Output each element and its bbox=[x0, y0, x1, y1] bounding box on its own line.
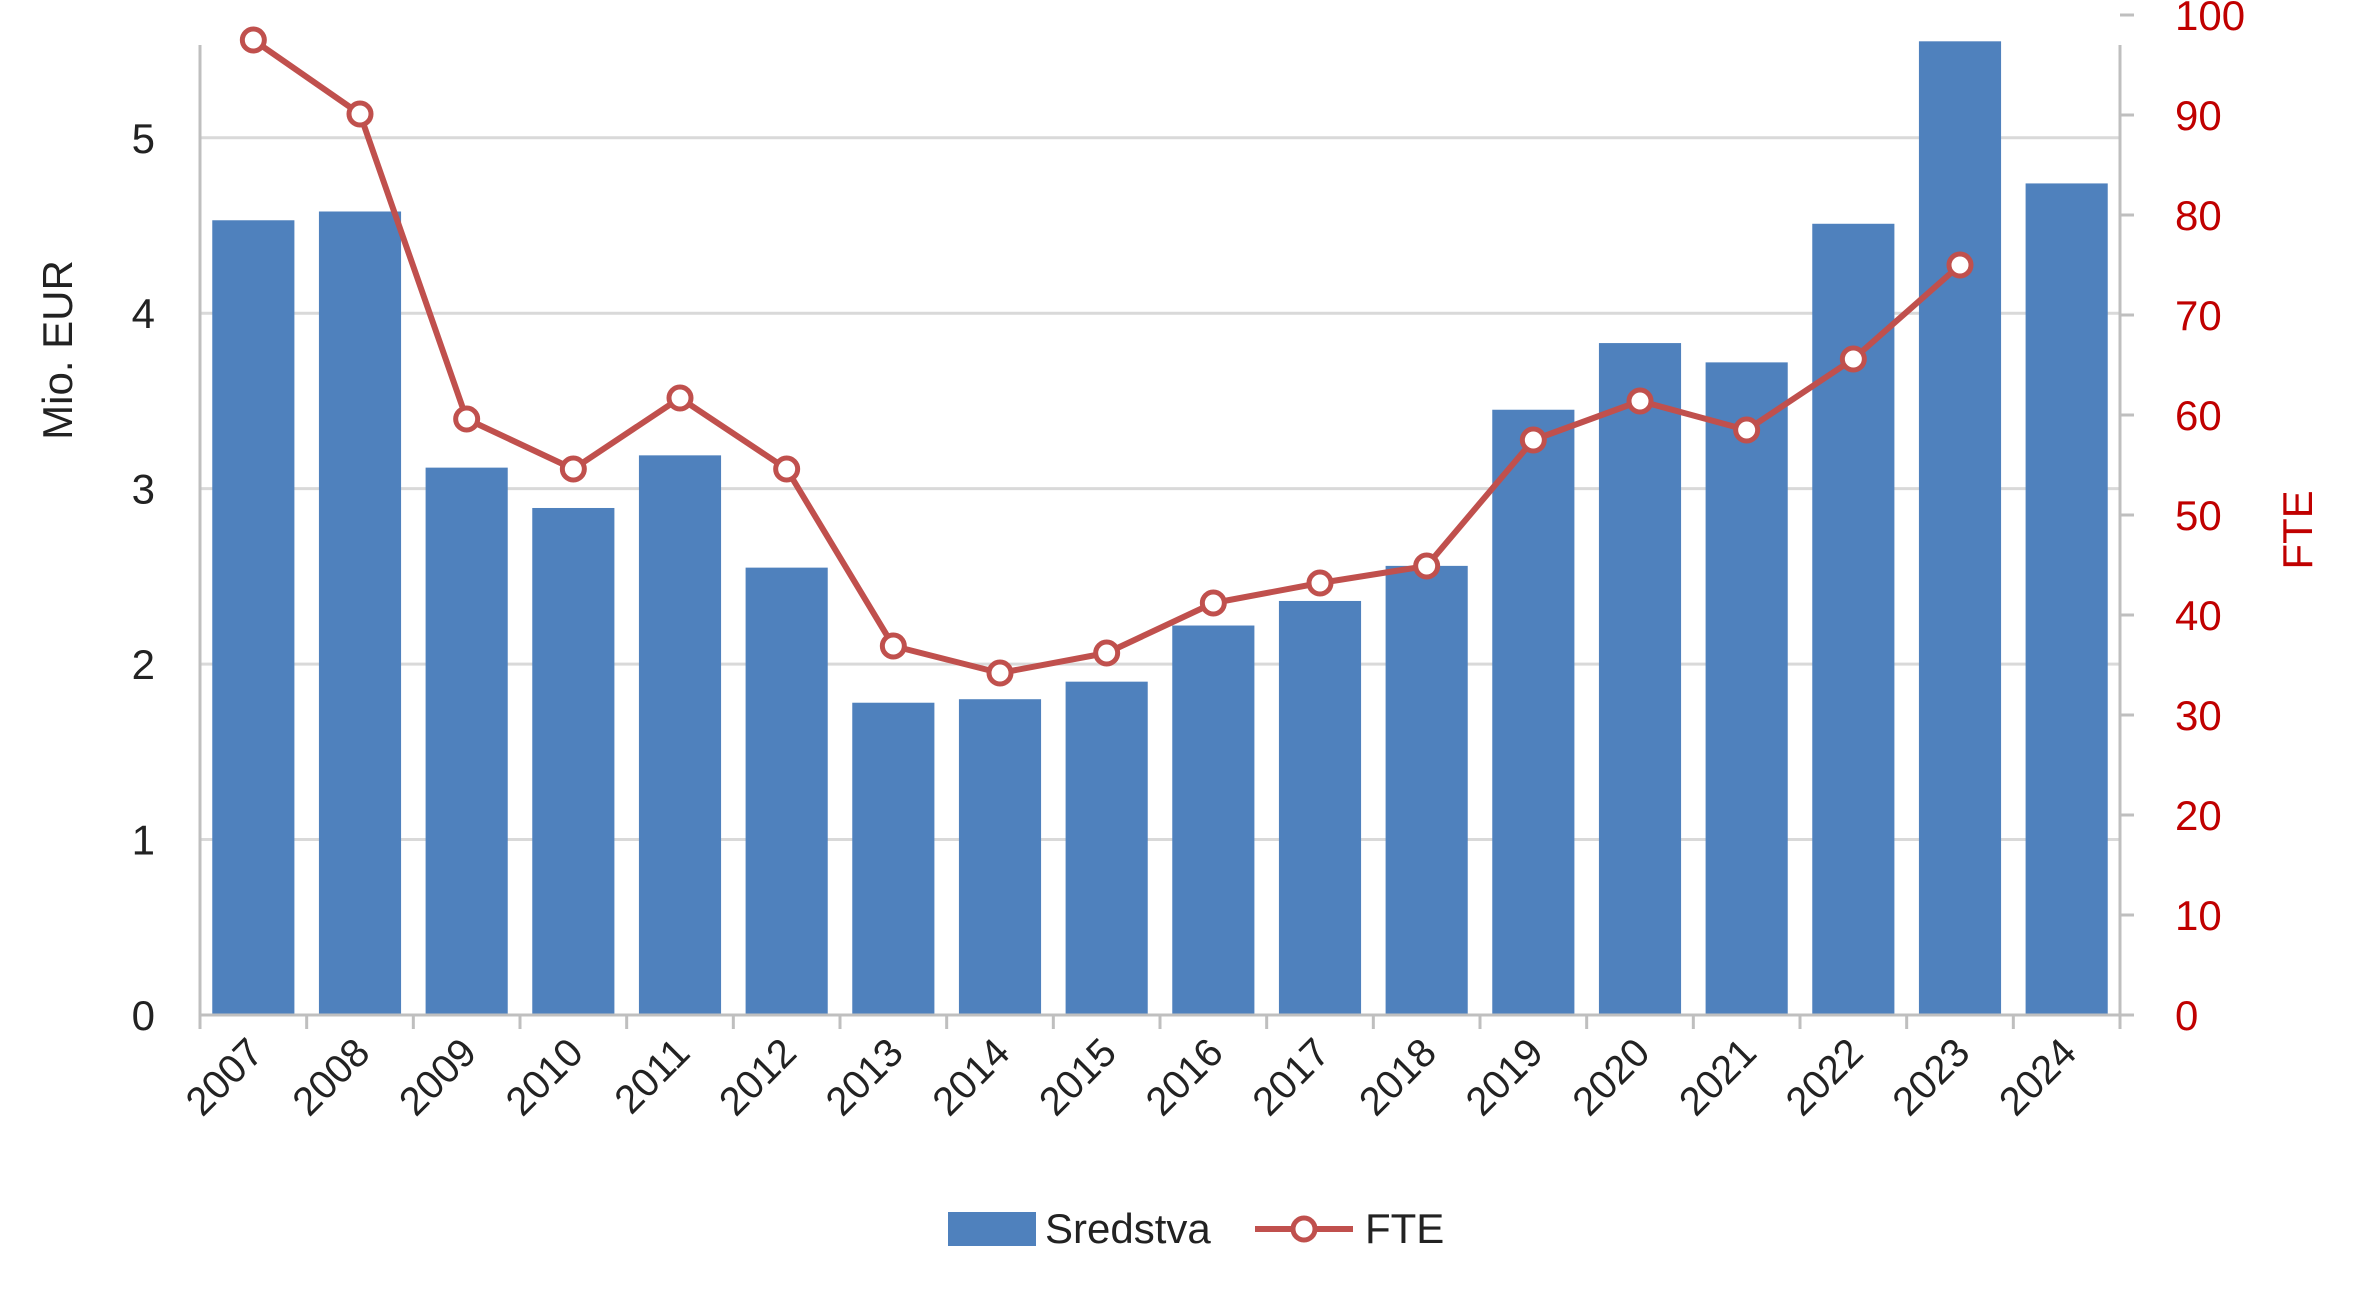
fte-point-2012 bbox=[773, 455, 801, 483]
right-axis-ticks: 0 10 20 30 40 50 60 70 80 90 100 bbox=[2175, 0, 2245, 1039]
legend: Sredstva FTE bbox=[948, 1205, 1444, 1252]
fte-point-2019 bbox=[1519, 426, 1547, 454]
x-tick-label: 2018 bbox=[1351, 1030, 1445, 1124]
bar-2021 bbox=[1705, 362, 1788, 1015]
right-tick-label: 100 bbox=[2175, 0, 2245, 39]
bar-2014 bbox=[958, 699, 1042, 1015]
line-series-fte bbox=[239, 26, 1974, 687]
right-axis-title: FTE bbox=[2274, 490, 2321, 569]
bar-2023 bbox=[1918, 41, 2002, 1015]
fte-point-2015 bbox=[1093, 639, 1121, 667]
fte-point-2022 bbox=[1839, 345, 1867, 373]
right-tick-label: 20 bbox=[2175, 792, 2222, 839]
bar-2019 bbox=[1492, 409, 1575, 1016]
bar-2022 bbox=[1812, 223, 1895, 1016]
fte-point-2008 bbox=[346, 100, 374, 128]
right-tick-label: 0 bbox=[2175, 992, 2198, 1039]
x-tick-label: 2016 bbox=[1138, 1030, 1232, 1124]
fte-point-2018 bbox=[1413, 552, 1441, 580]
left-axis-title: Mio. EUR bbox=[34, 260, 81, 440]
fte-point-2020 bbox=[1626, 387, 1654, 415]
right-tick-label: 50 bbox=[2175, 492, 2222, 539]
fte-point-2021 bbox=[1733, 416, 1761, 444]
fte-point-2013 bbox=[879, 632, 907, 660]
left-tick-label: 2 bbox=[132, 641, 155, 688]
x-axis-ticks: 2007 2008 2009 2010 2011 2012 2013 2014 2015 2016… bbox=[178, 1030, 2085, 1124]
left-tick-label: 3 bbox=[132, 466, 155, 513]
x-tick-label: 2020 bbox=[1564, 1030, 1658, 1124]
right-tick-label: 60 bbox=[2175, 392, 2222, 439]
x-tick-label: 2007 bbox=[178, 1030, 272, 1124]
x-tick-label: 2011 bbox=[606, 1030, 698, 1122]
x-tick-label: 2008 bbox=[284, 1030, 378, 1124]
legend-label-sredstva: Sredstva bbox=[1045, 1205, 1211, 1252]
fte-point-2010 bbox=[559, 455, 587, 483]
bar-2010 bbox=[532, 507, 615, 1015]
fte-point-2007 bbox=[239, 26, 267, 54]
fte-point-2017 bbox=[1306, 569, 1334, 597]
bar-2013 bbox=[852, 702, 935, 1015]
bar-2016 bbox=[1172, 625, 1255, 1015]
x-tick-label: 2024 bbox=[1991, 1030, 2085, 1124]
fte-point-2011 bbox=[666, 384, 694, 412]
right-tick-label: 30 bbox=[2175, 692, 2222, 739]
x-tick-label: 2009 bbox=[391, 1030, 485, 1124]
x-tick-label: 2014 bbox=[924, 1030, 1018, 1124]
bar-2012 bbox=[745, 567, 828, 1015]
bar-series-sredstva bbox=[212, 41, 2108, 1016]
bar-2024 bbox=[2025, 183, 2108, 1016]
x-tick-label: 2022 bbox=[1778, 1030, 1872, 1124]
bar-2020 bbox=[1598, 343, 1682, 1015]
fte-point-2023 bbox=[1946, 251, 1974, 279]
x-tick-label: 2013 bbox=[818, 1030, 912, 1124]
left-axis-ticks: 0 1 2 3 4 5 bbox=[132, 115, 155, 1039]
legend-label-fte: FTE bbox=[1365, 1205, 1444, 1252]
bar-2008 bbox=[318, 211, 402, 1016]
legend-swatch-sredstva bbox=[948, 1212, 1036, 1246]
bar-2018 bbox=[1385, 565, 1468, 1015]
axes bbox=[198, 13, 2134, 1029]
right-tick-label: 70 bbox=[2175, 292, 2222, 339]
x-tick-label: 2015 bbox=[1031, 1030, 1125, 1124]
right-tick-label: 80 bbox=[2175, 192, 2222, 239]
legend-swatch-fte-marker bbox=[1290, 1215, 1318, 1243]
x-tick-label: 2023 bbox=[1884, 1030, 1978, 1124]
gridlines bbox=[200, 136, 2120, 842]
bar-2009 bbox=[425, 467, 508, 1015]
bar-2015 bbox=[1065, 681, 1148, 1015]
left-tick-label: 0 bbox=[132, 992, 155, 1039]
bar-2007 bbox=[212, 220, 295, 1015]
x-tick-label: 2010 bbox=[498, 1030, 592, 1124]
fte-point-2009 bbox=[453, 405, 481, 433]
left-tick-label: 1 bbox=[132, 817, 155, 864]
fte-line bbox=[251, 37, 1962, 676]
bar-2011 bbox=[638, 455, 722, 1015]
x-tick-label: 2021 bbox=[1671, 1030, 1765, 1124]
right-tick-label: 10 bbox=[2175, 892, 2222, 939]
fte-point-2016 bbox=[1199, 589, 1227, 617]
left-tick-label: 5 bbox=[132, 115, 155, 162]
right-tick-label: 40 bbox=[2175, 592, 2222, 639]
x-tick-label: 2019 bbox=[1458, 1030, 1552, 1124]
bar-2017 bbox=[1278, 600, 1362, 1015]
left-tick-label: 4 bbox=[132, 290, 155, 337]
fte-point-2014 bbox=[986, 659, 1014, 687]
x-tick-label: 2017 bbox=[1244, 1030, 1338, 1124]
x-tick-label: 2012 bbox=[711, 1030, 805, 1124]
right-tick-label: 90 bbox=[2175, 92, 2222, 139]
